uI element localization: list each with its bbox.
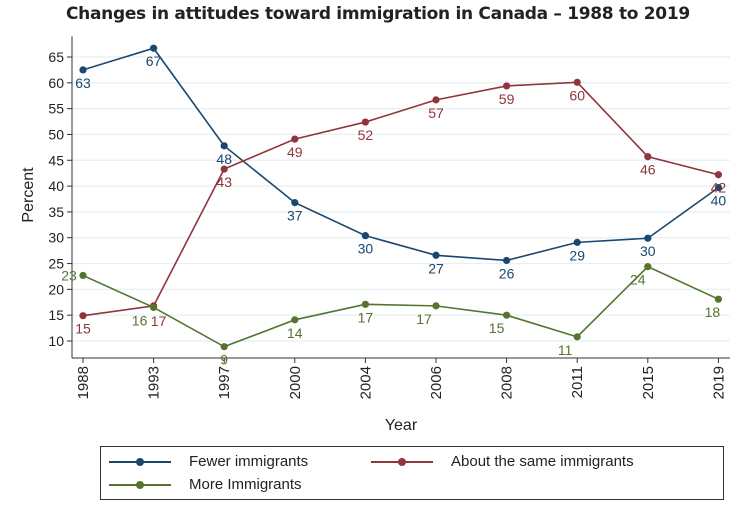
x-axis-title: Year	[385, 417, 418, 434]
legend-label: Fewer immigrants	[189, 453, 309, 470]
y-tick-label: 40	[48, 178, 64, 194]
y-tick-label: 25	[48, 256, 64, 272]
data-label: 24	[630, 272, 646, 288]
data-label: 9	[220, 352, 228, 368]
y-tick-label: 30	[48, 230, 64, 246]
data-label: 23	[61, 267, 77, 283]
data-label: 18	[705, 304, 721, 320]
legend-swatch	[109, 480, 171, 489]
data-point	[432, 251, 440, 259]
data-point	[220, 343, 228, 351]
legend-label: About the same immigrants	[451, 453, 634, 470]
data-label: 48	[216, 151, 232, 167]
legend-label: More Immigrants	[189, 476, 302, 493]
data-label: 17	[416, 311, 432, 327]
data-label: 42	[711, 180, 727, 196]
x-tick-label: 2000	[287, 366, 304, 399]
data-label: 14	[287, 325, 303, 341]
x-tick-label: 1997	[216, 366, 233, 399]
data-point	[79, 66, 87, 74]
data-label: 46	[640, 162, 656, 178]
data-label: 30	[358, 241, 374, 257]
data-point	[291, 316, 299, 324]
data-label: 11	[558, 342, 573, 358]
legend: Fewer immigrants About the same immigran…	[100, 446, 724, 500]
data-point	[644, 234, 652, 242]
data-point	[644, 263, 652, 271]
data-label: 49	[287, 144, 303, 160]
data-point	[573, 238, 581, 246]
data-label: 27	[428, 260, 444, 276]
y-tick-label: 20	[48, 281, 64, 297]
y-tick-label: 15	[48, 307, 64, 323]
legend-swatch	[109, 457, 171, 466]
data-label: 15	[75, 321, 91, 337]
data-label: 30	[640, 243, 656, 259]
data-point	[220, 165, 228, 173]
x-tick-label: 2019	[710, 366, 727, 399]
data-point	[503, 256, 511, 265]
data-point	[644, 153, 652, 161]
series-line-2	[82, 265, 719, 348]
data-point	[714, 184, 723, 192]
legend-item-fewer: Fewer immigrants	[109, 453, 308, 470]
legend-item-same: About the same immigrants	[371, 453, 634, 470]
legend-item-more: More Immigrants	[109, 476, 302, 493]
series-line-1	[82, 81, 719, 317]
y-axis-title: Percent	[20, 167, 37, 223]
line-chart: 10 15 20 25 30 35 40 45 50 55 60 65 1988 1993 1997 2000…	[20, 36, 730, 434]
legend-swatch	[371, 457, 433, 466]
data-point	[432, 96, 440, 104]
data-label: 37	[287, 208, 303, 224]
x-tick-label: 2011	[569, 366, 586, 398]
data-point	[361, 118, 369, 126]
data-point	[150, 303, 158, 312]
data-point	[573, 78, 581, 86]
data-point	[79, 312, 87, 320]
data-point	[79, 271, 87, 280]
y-tick-label: 65	[48, 49, 64, 65]
y-tick-label: 50	[48, 126, 64, 142]
x-tick-label: 2015	[640, 366, 657, 399]
data-label: 59	[499, 91, 515, 107]
x-tick-label: 1993	[146, 366, 163, 399]
data-point	[291, 199, 299, 207]
data-point	[503, 82, 511, 90]
y-tick-label: 10	[48, 333, 64, 349]
data-label: 40	[711, 193, 727, 209]
x-tick-label: 2006	[428, 366, 445, 399]
data-label: 67	[146, 53, 162, 69]
data-point	[503, 311, 511, 319]
data-label: 15	[489, 320, 505, 336]
data-point	[361, 232, 369, 240]
data-label: 26	[499, 265, 515, 281]
data-point	[714, 295, 723, 303]
data-label: 60	[569, 87, 585, 103]
data-label: 52	[358, 127, 374, 143]
data-point	[291, 135, 299, 143]
x-tick-label: 1988	[75, 366, 92, 399]
data-label: 43	[216, 174, 232, 190]
data-point	[432, 302, 440, 310]
x-tick-label: 2004	[357, 366, 374, 399]
y-tick-label: 55	[48, 101, 64, 117]
data-label: 57	[428, 105, 444, 121]
series-line-0	[82, 47, 719, 262]
data-label: 17	[151, 313, 167, 329]
data-point	[220, 142, 228, 150]
data-label: 63	[75, 75, 91, 91]
data-label: 17	[358, 309, 374, 325]
data-point	[361, 300, 369, 308]
data-label: 16	[132, 312, 148, 328]
data-point	[714, 171, 723, 179]
data-point	[150, 44, 158, 52]
y-tick-label: 35	[48, 204, 64, 220]
chart-title: Changes in attitudes toward immigration …	[66, 4, 690, 24]
data-point	[573, 333, 581, 341]
y-tick-label: 60	[48, 75, 64, 91]
x-tick-label: 2008	[499, 366, 516, 399]
data-label: 29	[569, 247, 585, 263]
y-tick-label: 45	[48, 152, 64, 168]
